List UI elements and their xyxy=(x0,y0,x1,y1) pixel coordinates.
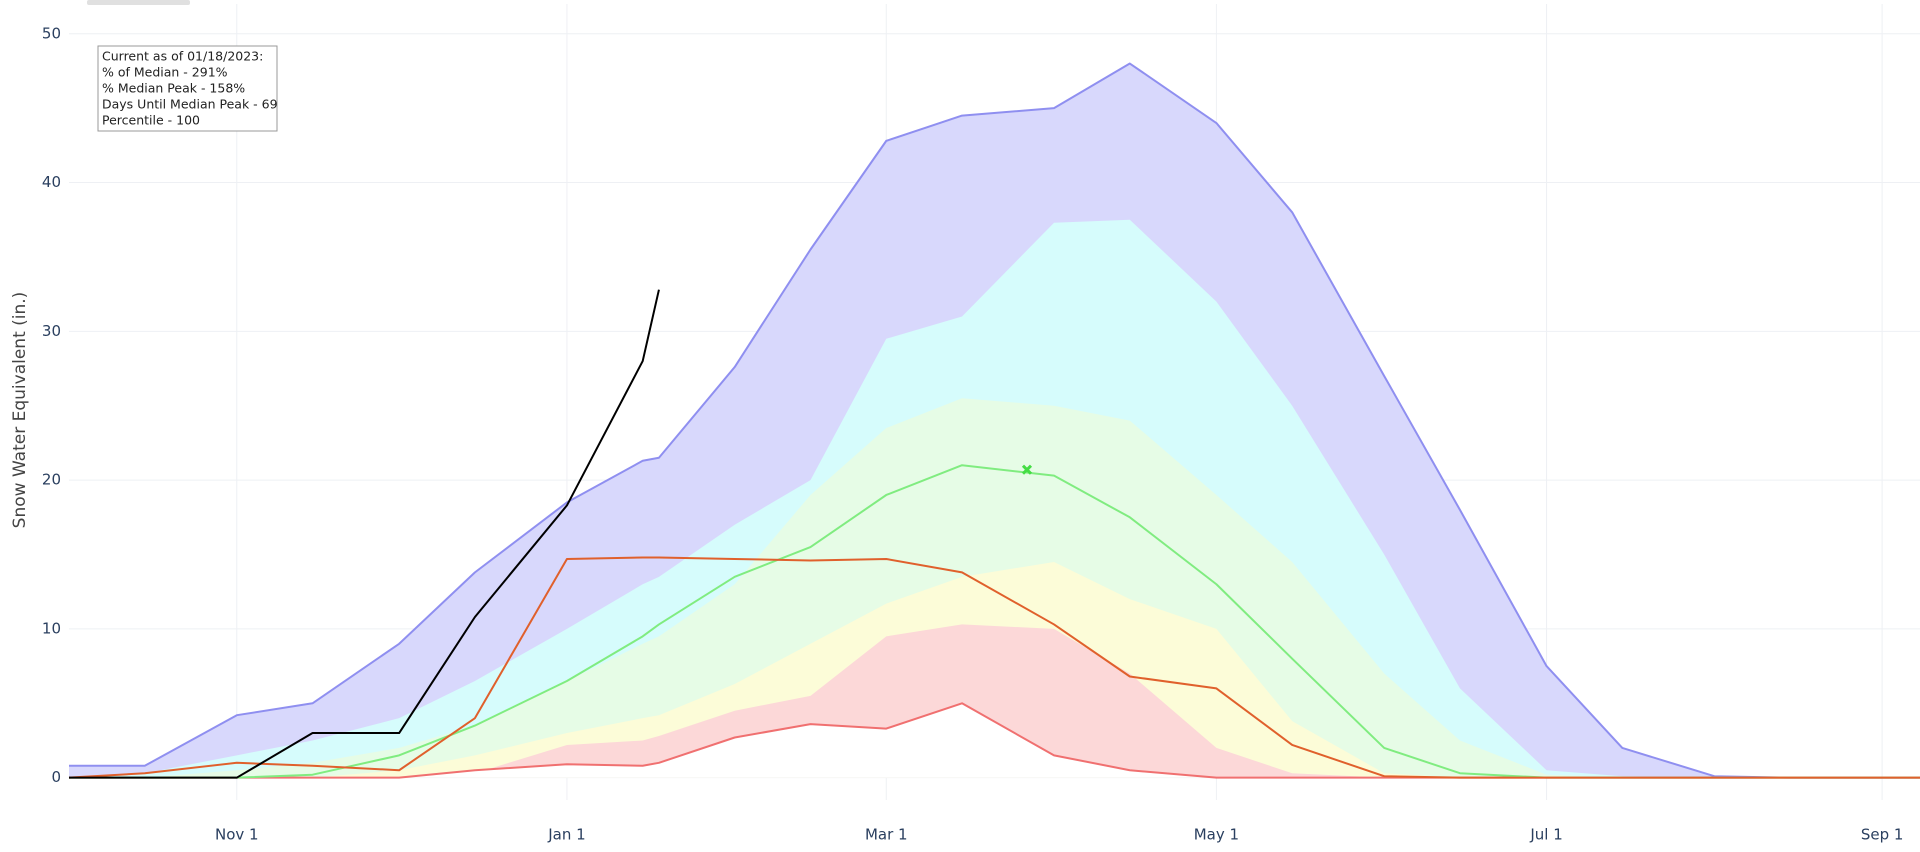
y-axis-label: Snow Water Equivalent (in.) xyxy=(10,292,30,529)
x-tick-label: Jan 1 xyxy=(547,826,585,844)
annotation-box xyxy=(97,45,278,132)
annotation-line: % of Median - 291% xyxy=(102,65,228,80)
annotation: Current as of 01/18/2023:% of Median - 2… xyxy=(102,49,278,128)
x-tick-label: Nov 1 xyxy=(215,826,259,844)
annotation-line: % Median Peak - 158% xyxy=(102,81,245,96)
areas xyxy=(69,63,1920,778)
series-line xyxy=(69,62,1920,779)
band-area xyxy=(69,703,1920,778)
y-tick-label: 10 xyxy=(42,619,61,637)
y-tick-label: 0 xyxy=(51,768,61,786)
axes: 0 10 20 30 40 50 Nov 1 Jan 1 Mar 1 May 1 Jul 1 Sep … xyxy=(42,24,1904,843)
x-tick-label: Sep 1 xyxy=(1861,826,1904,844)
x-tick-label: Mar 1 xyxy=(865,826,908,844)
x-tick-label: Jul 1 xyxy=(1529,826,1562,844)
band-area xyxy=(69,624,1920,778)
peak-marker xyxy=(1021,464,1033,475)
y-tick-label: 30 xyxy=(42,322,61,340)
lines xyxy=(68,62,1920,779)
series-line xyxy=(68,556,1920,779)
y-tick-label: 50 xyxy=(42,24,61,42)
y-tick-label: 20 xyxy=(42,471,61,489)
annotation-line: Days Until Median Peak - 69 xyxy=(102,97,278,112)
annotation-line: Current as of 01/18/2023: xyxy=(102,49,263,64)
series-line xyxy=(69,289,660,779)
annotation-line: Percentile - 100 xyxy=(102,113,200,128)
toolbar-button[interactable] xyxy=(87,0,190,5)
x-tick-label: May 1 xyxy=(1194,826,1239,844)
y-tick-label: 40 xyxy=(42,173,61,191)
